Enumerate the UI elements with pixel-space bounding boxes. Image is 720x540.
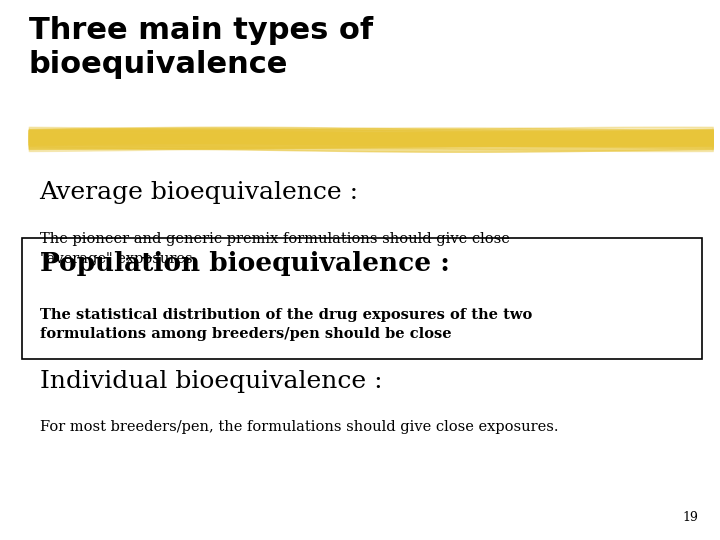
Text: The pioneer and generic premix formulations should give close
"average" exposure: The pioneer and generic premix formulati…	[40, 232, 510, 266]
Text: Individual bioequivalence :: Individual bioequivalence :	[40, 370, 382, 393]
Text: Three main types of
bioequivalence: Three main types of bioequivalence	[29, 16, 373, 79]
Text: Average bioequivalence :: Average bioequivalence :	[40, 181, 359, 204]
FancyBboxPatch shape	[22, 238, 702, 359]
Text: For most breeders/pen, the formulations should give close exposures.: For most breeders/pen, the formulations …	[40, 420, 558, 434]
Text: 19: 19	[683, 511, 698, 524]
Text: Population bioequivalence :: Population bioequivalence :	[40, 251, 449, 276]
Text: The statistical distribution of the drug exposures of the two
formulations among: The statistical distribution of the drug…	[40, 308, 532, 341]
